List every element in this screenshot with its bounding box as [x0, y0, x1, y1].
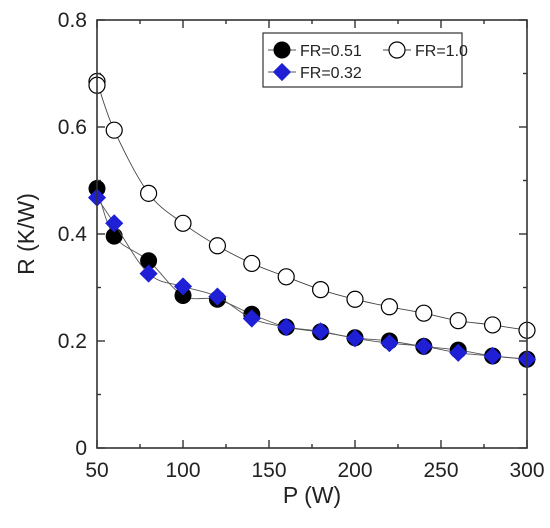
series-1-point	[449, 312, 467, 330]
series-1-point	[415, 304, 433, 322]
legend-item: FR=0.51	[268, 41, 362, 60]
y-tick-label: 0.2	[58, 330, 87, 353]
series-2-point	[242, 309, 261, 328]
axes-layer: 50 100 150 200 250 300 0 0.2 0.4 0.6 0.8	[58, 9, 545, 482]
y-tick-label: 0.6	[58, 116, 87, 139]
legend-label: FR=1.0	[415, 43, 468, 60]
x-tick-label: 50	[85, 459, 108, 482]
series-2-point	[311, 322, 330, 341]
series-1-point	[346, 290, 364, 308]
series-2-point	[139, 264, 158, 283]
series-1-point	[243, 254, 261, 273]
legend-box	[262, 32, 463, 88]
series-2-point	[483, 346, 502, 366]
legend-marker	[272, 62, 292, 82]
series-1-point	[277, 268, 295, 286]
series-layer	[87, 72, 537, 369]
y-tick-label: 0.4	[58, 223, 88, 246]
x-tick-label: 100	[165, 459, 200, 482]
series-2-point	[449, 343, 468, 362]
series-2-point	[105, 214, 124, 233]
x-tick-label: 300	[509, 459, 544, 482]
legend-marker	[388, 41, 406, 59]
x-tick-label: 250	[423, 459, 458, 482]
x-tick-label: 200	[337, 459, 372, 482]
series-2-point	[173, 277, 193, 296]
legend-item: FR=1.0	[383, 41, 468, 60]
series-2-point	[380, 334, 399, 353]
legend-label: FR=0.51	[300, 43, 362, 60]
series-2-line	[96, 197, 528, 360]
x-tick-label: 150	[251, 459, 286, 482]
series-1-point	[484, 316, 502, 334]
legend-marker	[273, 41, 291, 59]
series-2-point	[345, 329, 365, 348]
series-2-point	[277, 318, 296, 337]
legend-label: FR=0.32	[300, 65, 362, 82]
series-1	[88, 72, 536, 339]
series-2	[87, 188, 537, 369]
series-1-point	[140, 184, 158, 202]
series-0-line	[96, 188, 528, 360]
series-2-point	[414, 337, 433, 356]
x-axis-title: P (W)	[283, 482, 341, 508]
legend: FR=0.51 FR=1.0 FR=0.32	[262, 32, 468, 88]
y-tick-label: 0	[75, 437, 87, 460]
series-1-line	[96, 81, 528, 331]
y-tick-label: 0.8	[58, 9, 87, 32]
series-1-point	[174, 214, 192, 232]
series-1-point	[380, 298, 398, 316]
series-2-point	[208, 287, 227, 306]
legend-item: FR=0.32	[268, 62, 362, 82]
y-axis-title: R (K/W)	[13, 193, 39, 275]
series-1-point	[312, 281, 330, 299]
series-1-point	[208, 237, 226, 255]
series-1-point	[105, 121, 123, 139]
